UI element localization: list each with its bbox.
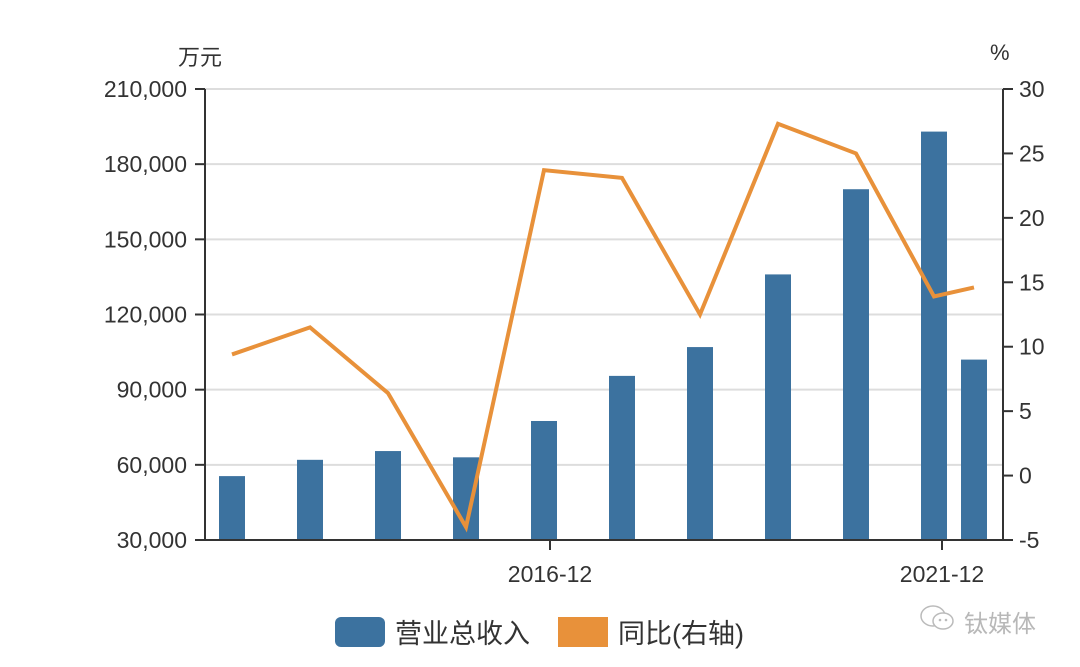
right-axis-tick-label: 20 bbox=[1019, 205, 1045, 231]
yoy-line bbox=[231, 121, 975, 533]
revenue-bar[interactable] bbox=[375, 451, 401, 540]
right-axis-unit: % bbox=[990, 40, 1010, 65]
right-axis-tick-label: 25 bbox=[1019, 140, 1045, 166]
gridlines bbox=[205, 88, 1003, 466]
right-axis-tick-label: 5 bbox=[1019, 398, 1032, 424]
revenue-bar[interactable] bbox=[961, 359, 987, 540]
watermark-text: 钛媒体 bbox=[964, 611, 1036, 638]
left-axis-tick-label: 120,000 bbox=[104, 302, 187, 328]
wechat-icon bbox=[918, 603, 958, 640]
revenue-bar[interactable] bbox=[297, 459, 323, 540]
x-axis-tick-label: 2021-12 bbox=[900, 561, 984, 587]
right-axis-tick-label: -5 bbox=[1019, 527, 1039, 553]
revenue-bar[interactable] bbox=[609, 375, 635, 540]
right-axis-tick-label: 30 bbox=[1019, 76, 1045, 102]
watermark: 钛媒体 bbox=[918, 603, 1036, 640]
legend-label-yoy: 同比(右轴) bbox=[618, 619, 744, 649]
left-axis-tick-label: 90,000 bbox=[117, 377, 187, 403]
legend-label-revenue: 营业总收入 bbox=[395, 619, 530, 649]
revenue-bar[interactable] bbox=[687, 347, 713, 540]
left-axis-tick-label: 150,000 bbox=[104, 226, 187, 252]
legend-item-revenue[interactable]: 营业总收入 bbox=[335, 612, 530, 651]
revenue-bar[interactable] bbox=[531, 420, 557, 540]
legend: 营业总收入 同比(右轴) bbox=[335, 612, 772, 651]
revenue-bar[interactable] bbox=[921, 131, 947, 540]
revenue-bar[interactable] bbox=[765, 274, 791, 540]
left-axis-unit: 万元 bbox=[178, 45, 223, 70]
plot-area: 30,000 60,000 90,000 120,000 150,000 180,000 2… bbox=[104, 76, 1045, 587]
axes: 30,000 60,000 90,000 120,000 150,000 180,000 2… bbox=[104, 76, 1045, 587]
legend-item-yoy[interactable]: 同比(右轴) bbox=[558, 612, 744, 651]
right-axis-tick-label: 10 bbox=[1019, 334, 1045, 360]
revenue-bar[interactable] bbox=[843, 189, 869, 540]
x-axis-tick-label: 2016-12 bbox=[508, 561, 592, 587]
legend-swatch-yoy bbox=[558, 616, 608, 647]
left-axis-tick-label: 210,000 bbox=[104, 76, 187, 102]
right-axis-tick-label: 15 bbox=[1019, 269, 1045, 295]
revenue-bars bbox=[219, 131, 987, 540]
left-axis-tick-label: 60,000 bbox=[117, 452, 187, 478]
left-axis-tick-label: 180,000 bbox=[104, 151, 187, 177]
revenue-bar[interactable] bbox=[219, 476, 245, 540]
legend-swatch-revenue bbox=[335, 616, 385, 647]
left-axis-tick-label: 30,000 bbox=[117, 527, 187, 553]
right-axis-tick-label: 0 bbox=[1019, 463, 1032, 489]
